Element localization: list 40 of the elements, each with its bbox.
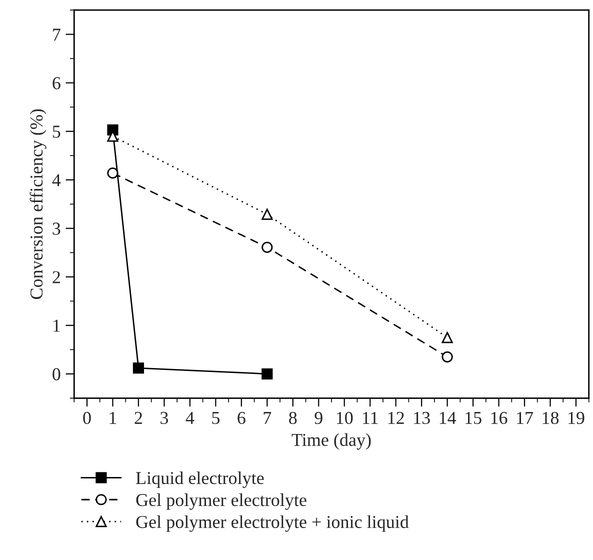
point xyxy=(262,208,273,220)
point xyxy=(442,332,453,344)
x-tick-label: 15 xyxy=(466,412,482,424)
point xyxy=(107,168,118,179)
y-tick-label: 1 xyxy=(53,320,60,332)
x-tick-label: 9 xyxy=(314,412,322,424)
y-axis-title: Conversion efficiency (%) xyxy=(30,109,46,299)
y-tick-label: 3 xyxy=(52,222,60,235)
x-axis-title: Time (day) xyxy=(292,433,371,450)
y-tick-label: 6 xyxy=(52,77,60,90)
x-tick-label: 2 xyxy=(134,412,142,424)
legend-label: Gel polymer electrolyte xyxy=(136,493,306,510)
x-tick-label: 10 xyxy=(336,412,353,424)
x-tick-label: 14 xyxy=(440,412,456,424)
x-tick-label: 19 xyxy=(568,412,584,424)
point xyxy=(262,242,273,253)
legend-label: Gel polymer electrolyte + ionic liquid xyxy=(136,515,409,532)
x-tick-label: 18 xyxy=(542,412,559,424)
x-tick-label: 8 xyxy=(289,412,297,424)
x-tick-label: 7 xyxy=(264,412,272,424)
y-tick-label: 0 xyxy=(52,368,60,380)
y-tick-label: 5 xyxy=(52,126,60,138)
point xyxy=(132,362,144,374)
x-tick-label: 6 xyxy=(238,412,246,424)
x-tick-label: 16 xyxy=(491,412,508,424)
y-tick-label: 7 xyxy=(53,28,60,41)
x-tick-label: 11 xyxy=(362,412,378,424)
x-tick-label: 4 xyxy=(186,412,194,424)
x-tick-label: 3 xyxy=(160,412,168,424)
legend-label: Liquid electrolyte xyxy=(136,471,264,488)
point xyxy=(262,368,273,380)
point xyxy=(442,351,453,362)
x-tick-label: 12 xyxy=(388,412,404,424)
x-tick-label: 1 xyxy=(110,412,116,424)
x-tick-label: 0 xyxy=(83,412,91,424)
x-tick-label: 5 xyxy=(212,412,220,424)
y-tick-label: 2 xyxy=(52,271,60,284)
x-tick-label: 13 xyxy=(414,412,430,424)
x-tick-label: 17 xyxy=(517,412,534,424)
y-tick-label: 4 xyxy=(52,174,61,186)
